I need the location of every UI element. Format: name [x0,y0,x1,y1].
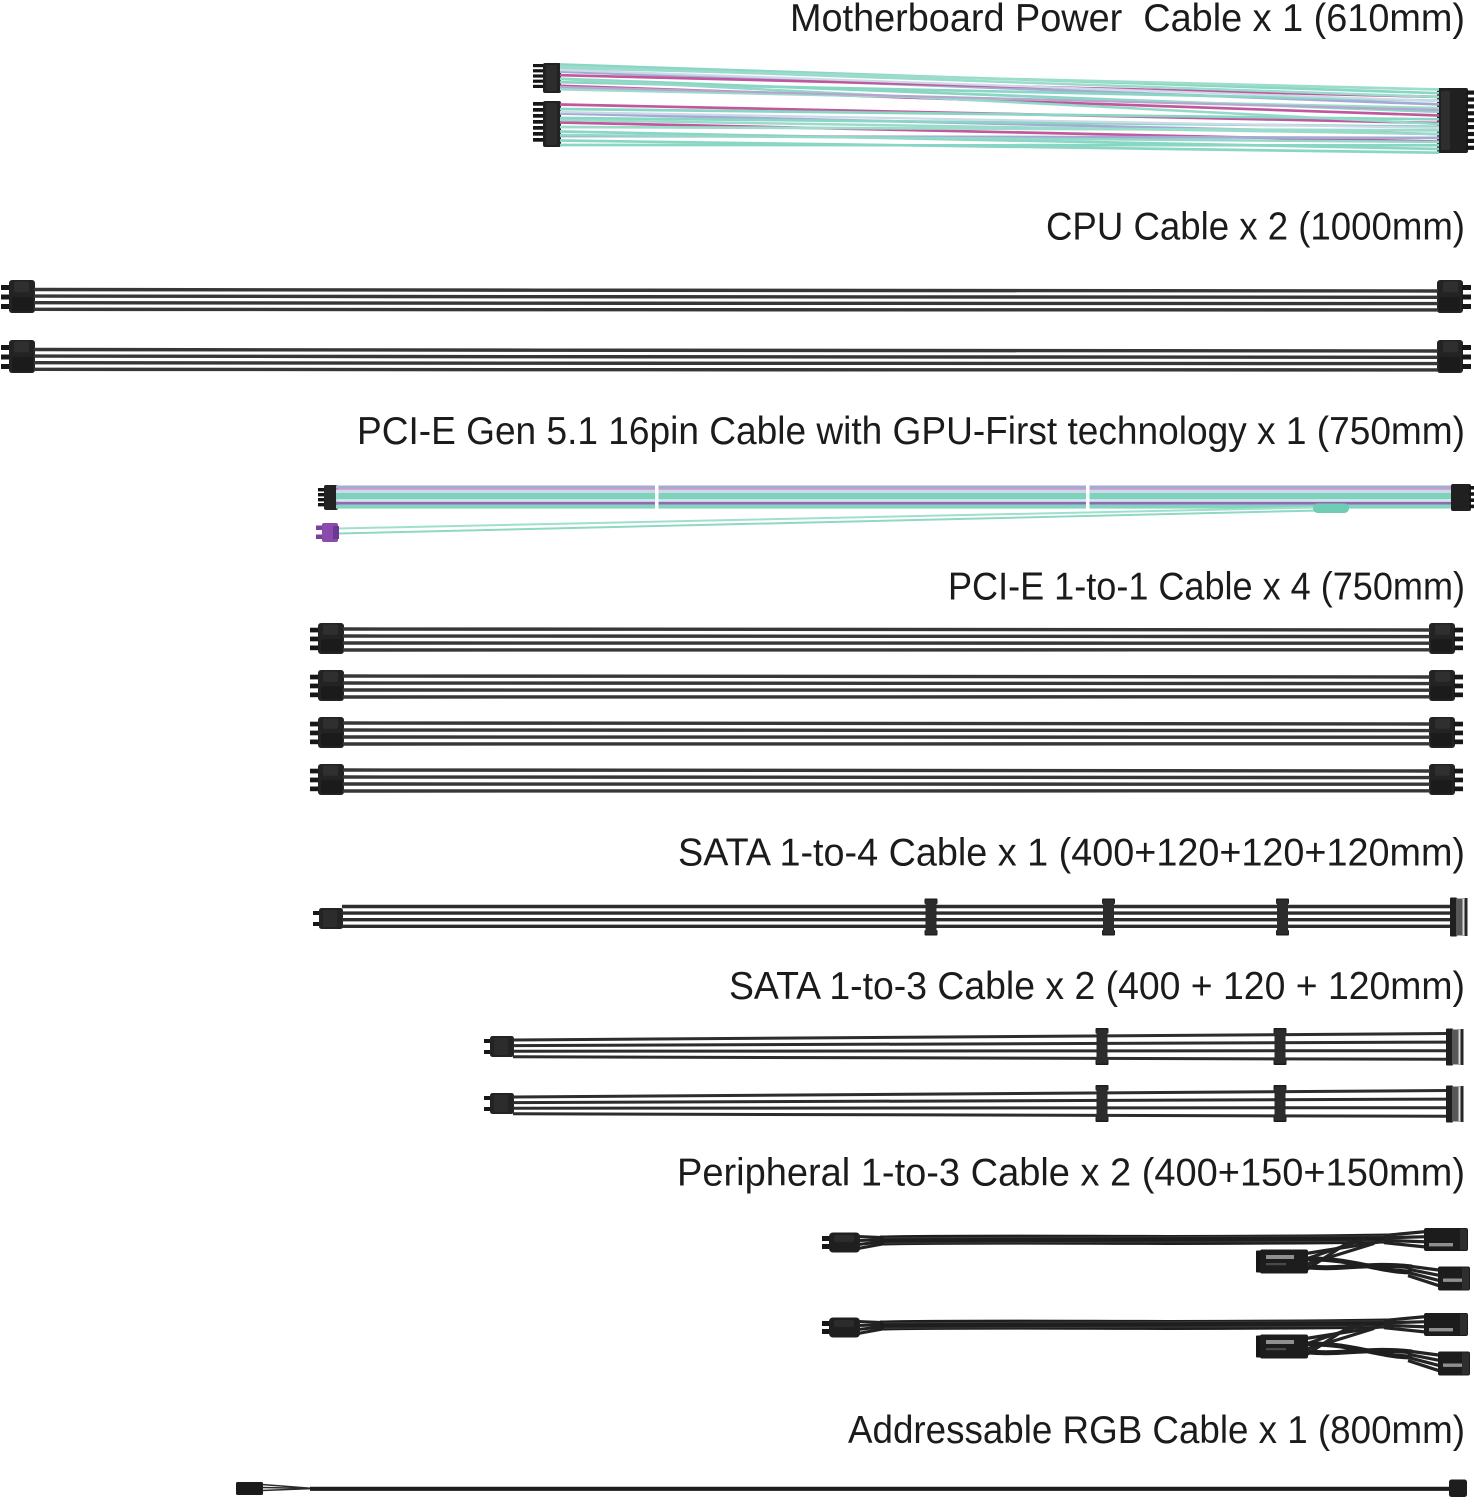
svg-text:CPU Cable x 2 (1000mm): CPU Cable x 2 (1000mm) [1046,206,1465,249]
svg-text:Addressable RGB Cable x 1 (800: Addressable RGB Cable x 1 (800mm) [848,1409,1465,1452]
svg-text:SATA 1-to-3 Cable x 2 (400 + 1: SATA 1-to-3 Cable x 2 (400 + 120 + 120mm… [729,965,1465,1008]
svg-text:Peripheral 1-to-3 Cable x 2 (4: Peripheral 1-to-3 Cable x 2 (400+150+150… [677,1152,1465,1195]
svg-text:PCI-E 1-to-1 Cable x 4 (750mm): PCI-E 1-to-1 Cable x 4 (750mm) [948,566,1465,609]
svg-text:PCI-E Gen 5.1 16pin Cable with: PCI-E Gen 5.1 16pin Cable with GPU-First… [357,410,1465,453]
svg-text:Motherboard Power Cable x 1 (: Motherboard Power Cable x 1 (610mm) [790,0,1465,40]
svg-text:SATA 1-to-4 Cable x 1 (400+120: SATA 1-to-4 Cable x 1 (400+120+120+120mm… [678,832,1465,875]
